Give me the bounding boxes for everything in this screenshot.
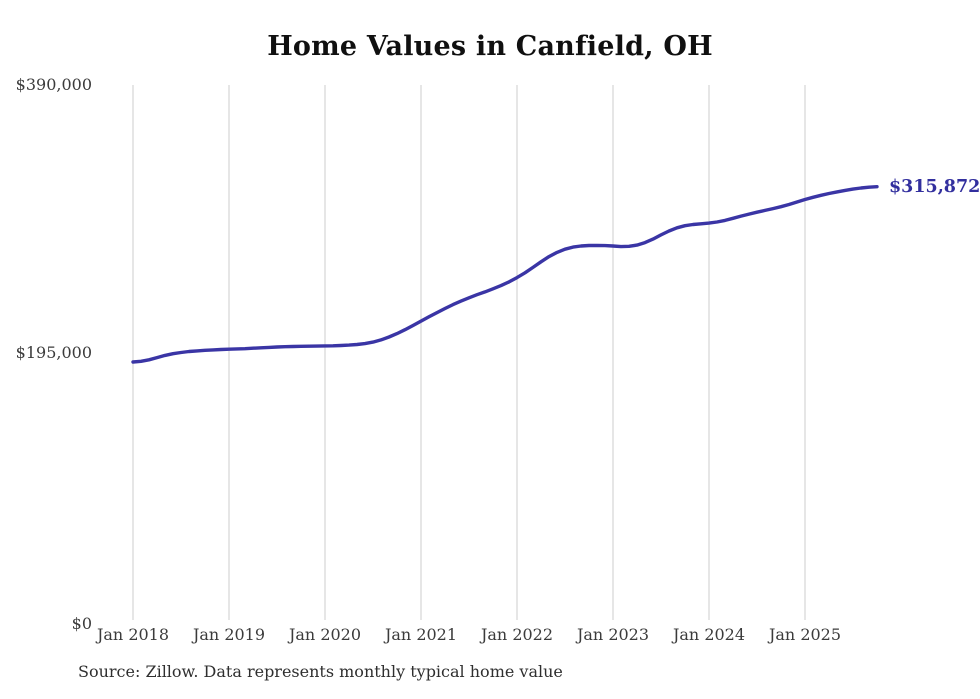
- x-tick-label: Jan 2021: [384, 625, 458, 644]
- x-tick-label: Jan 2025: [768, 625, 842, 644]
- x-tick-label: Jan 2019: [192, 625, 266, 644]
- x-tick-label: Jan 2024: [672, 625, 746, 644]
- x-tick-label: Jan 2020: [288, 625, 362, 644]
- y-tick-label: $0: [71, 614, 92, 633]
- x-tick-label: Jan 2018: [96, 625, 170, 644]
- source-note: Source: Zillow. Data represents monthly …: [78, 662, 563, 681]
- y-tick-label: $195,000: [15, 342, 92, 362]
- chart-title: Home Values in Canfield, OH: [267, 31, 713, 62]
- x-tick-label: Jan 2023: [576, 625, 650, 644]
- y-tick-label: $390,000: [15, 75, 92, 94]
- latest-value-label: $315,872: [889, 176, 980, 197]
- x-tick-label: Jan 2022: [480, 625, 554, 644]
- home-value-line: [131, 185, 879, 364]
